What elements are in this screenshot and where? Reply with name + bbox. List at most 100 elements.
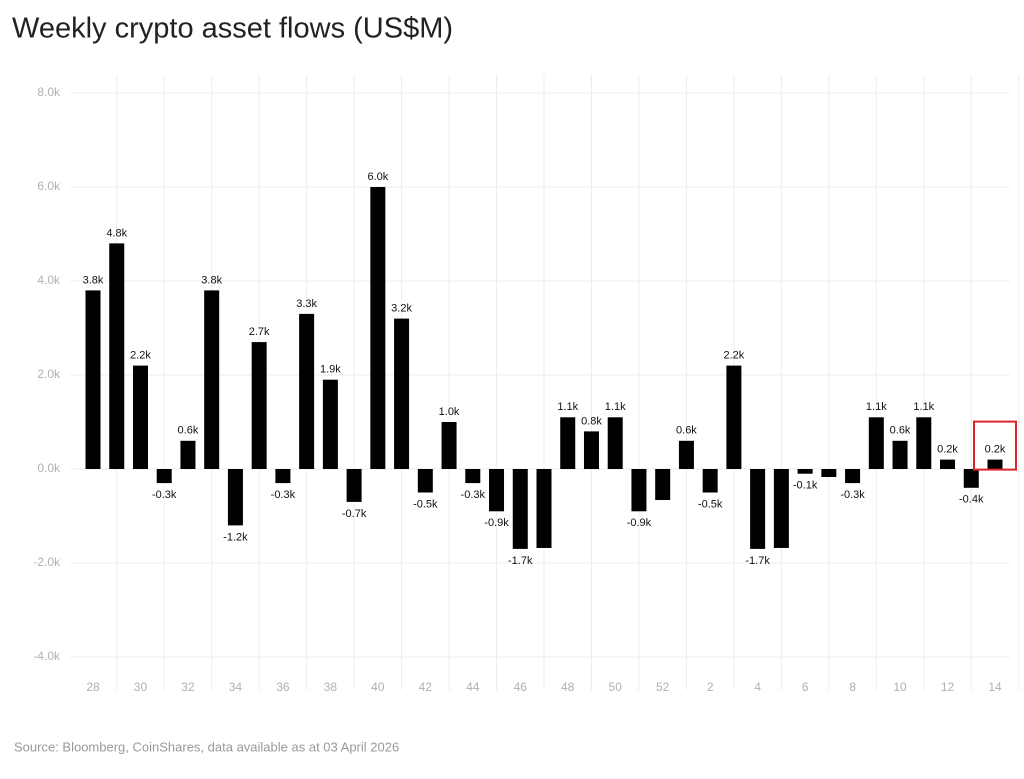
value-label: 3.2k — [391, 303, 412, 315]
bar — [773, 469, 789, 548]
value-label: 2.2k — [723, 350, 744, 362]
value-label: -1.7k — [745, 555, 770, 567]
x-tick-label: 14 — [988, 680, 1002, 694]
x-tick-label: 34 — [229, 680, 243, 694]
value-label: 1.1k — [557, 401, 578, 413]
bar — [346, 469, 362, 502]
bar — [702, 469, 718, 493]
bar — [631, 469, 647, 512]
bar — [204, 290, 220, 469]
bar — [536, 469, 552, 548]
bar — [821, 469, 837, 477]
value-label: 1.1k — [913, 401, 934, 413]
value-label: 4.8k — [106, 227, 127, 239]
bar — [916, 417, 932, 469]
bar — [489, 469, 505, 512]
value-label: -0.9k — [627, 517, 652, 529]
bar — [655, 469, 671, 501]
bar — [417, 469, 433, 493]
bar — [227, 469, 243, 526]
x-tick-label: 2 — [707, 680, 714, 694]
x-tick-label: 32 — [181, 680, 195, 694]
bar — [607, 417, 623, 469]
x-tick-label: 28 — [86, 680, 100, 694]
bar — [868, 417, 884, 469]
value-label: 3.3k — [296, 298, 317, 310]
y-tick-label: 0.0k — [37, 461, 61, 475]
x-tick-label: 42 — [419, 680, 433, 694]
y-tick-label: 4.0k — [37, 273, 61, 287]
y-tick-label: -4.0k — [33, 649, 61, 663]
bar — [132, 365, 148, 469]
value-label: 3.8k — [201, 274, 222, 286]
bar — [845, 469, 861, 484]
value-label: 3.8k — [83, 274, 104, 286]
x-tick-label: 46 — [514, 680, 528, 694]
value-label: 1.1k — [866, 401, 887, 413]
value-label: 2.2k — [130, 350, 151, 362]
x-tick-label: 38 — [324, 680, 338, 694]
bar — [180, 440, 196, 469]
value-label: 0.6k — [178, 425, 199, 437]
bar — [156, 469, 172, 484]
bar — [299, 313, 315, 469]
x-tick-label: 52 — [656, 680, 670, 694]
bar — [251, 342, 267, 469]
x-tick-label: 30 — [134, 680, 148, 694]
value-label: 1.1k — [605, 401, 626, 413]
x-tick-label: 12 — [941, 680, 955, 694]
x-tick-label: 40 — [371, 680, 385, 694]
bar — [726, 365, 742, 469]
value-label: -0.5k — [698, 498, 723, 510]
x-tick-label: 48 — [561, 680, 575, 694]
bar — [583, 431, 599, 469]
value-label: 1.9k — [320, 364, 341, 376]
bar — [441, 422, 457, 469]
y-tick-label: 8.0k — [37, 85, 61, 99]
value-label: 0.6k — [890, 425, 911, 437]
bar — [963, 469, 979, 488]
y-tick-label: 2.0k — [37, 367, 61, 381]
bar — [85, 290, 101, 469]
bar — [370, 187, 386, 469]
bar — [512, 469, 528, 549]
x-tick-label: 50 — [609, 680, 623, 694]
x-tick-label: 36 — [276, 680, 290, 694]
bar — [322, 379, 338, 469]
value-label: -0.4k — [959, 494, 984, 506]
x-tick-label: 4 — [754, 680, 761, 694]
value-label: 0.6k — [676, 425, 697, 437]
bar — [394, 318, 410, 469]
value-label: -0.3k — [152, 489, 177, 501]
y-tick-label: -2.0k — [33, 555, 61, 569]
value-label: -0.7k — [342, 508, 367, 520]
x-tick-label: 6 — [802, 680, 809, 694]
bar — [987, 459, 1003, 469]
value-label: -1.2k — [223, 531, 248, 543]
highlight-box — [973, 420, 1017, 471]
value-label: -0.3k — [271, 489, 296, 501]
value-label: -1.7k — [508, 555, 533, 567]
bar — [750, 469, 766, 549]
value-label: 6.0k — [367, 171, 388, 183]
value-label: 0.2k — [985, 444, 1006, 456]
value-label: -0.5k — [413, 498, 438, 510]
value-label: -0.3k — [840, 489, 865, 501]
y-tick-label: 6.0k — [37, 179, 61, 193]
value-label: -0.3k — [461, 489, 486, 501]
x-tick-label: 8 — [849, 680, 856, 694]
bar — [940, 459, 956, 469]
bar — [560, 417, 576, 469]
bar — [797, 469, 813, 474]
x-tick-label: 10 — [893, 680, 907, 694]
x-tick-label: 44 — [466, 680, 480, 694]
chart-title: Weekly crypto asset flows (US$M) — [12, 13, 453, 45]
bar — [892, 440, 908, 469]
bar — [275, 469, 291, 484]
value-label: 1.0k — [439, 406, 460, 418]
bar — [109, 243, 125, 469]
bar — [678, 440, 694, 469]
bar — [465, 469, 481, 484]
source-note: Source: Bloomberg, CoinShares, data avai… — [14, 739, 399, 754]
